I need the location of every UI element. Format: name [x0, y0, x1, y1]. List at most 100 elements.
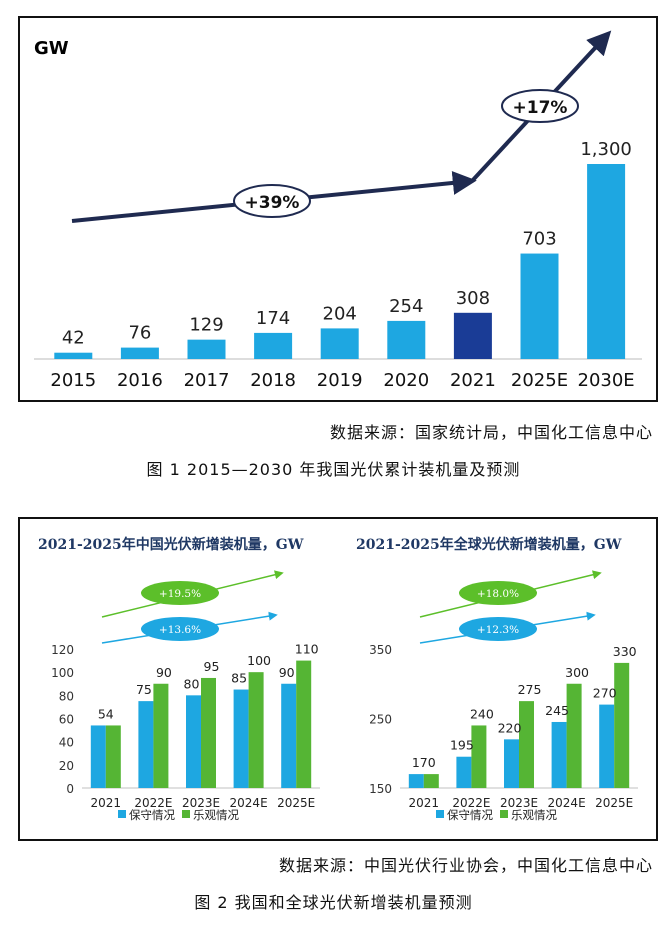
figure-1-caption: 图 1 2015—2030 年我国光伏累计装机量及预测	[146, 460, 521, 479]
tick-label-2018: 2018	[250, 370, 296, 391]
cn-ytick-100: 100	[51, 666, 74, 680]
gl-bar-2021-1	[423, 774, 439, 788]
bar-2015	[54, 352, 93, 359]
bar-2018	[254, 332, 293, 359]
growth-badge-2	[501, 89, 579, 123]
bar-2016	[120, 347, 159, 359]
cn-value-label-0: 54	[98, 706, 114, 721]
gl-bar-2021-0	[408, 774, 424, 788]
tick-label-2016: 2016	[117, 370, 163, 391]
cn-bar-2025E-1	[296, 660, 312, 788]
cn-bar-2021-1	[105, 725, 121, 788]
cn-xtick-2021: 2021	[91, 796, 122, 810]
cn-value-label-2: 90	[156, 665, 172, 680]
gl-value-label-1: 195	[450, 738, 474, 753]
cn-bar-2022E-0	[138, 701, 154, 788]
cn-xtick-2022E: 2022E	[134, 796, 172, 810]
gl-value-label-8: 330	[613, 644, 637, 659]
tick-label-2015: 2015	[50, 370, 96, 391]
cn-value-label-7: 90	[279, 665, 295, 680]
value-label-2021: 308	[456, 288, 490, 309]
gl-value-label-7: 270	[593, 686, 617, 701]
figure-2-charts: 2021-2025年中国光伏新增装机量，GW 0 20 40 60 80 100 120 202…	[18, 517, 658, 841]
gl-value-label-3: 220	[498, 720, 522, 735]
unit-label: GW	[34, 38, 69, 59]
gl-xtick-2024E: 2024E	[548, 796, 586, 810]
tick-label-2020: 2020	[383, 370, 429, 391]
gl-legend-swatch-1	[500, 810, 508, 818]
gl-bar-2022E-0	[456, 756, 472, 788]
gl-bar-2024E-0	[551, 721, 567, 788]
cn-bar-2022E-1	[153, 683, 169, 788]
bar-2021	[453, 312, 492, 359]
cumulative-capacity-chart: GW 42 2015 76 2016 129 2017 174 2018 204 2019 254 20…	[34, 30, 642, 391]
gl-bar-2024E-1	[566, 683, 582, 788]
figure-2-caption: 图 2 我国和全球光伏新增装机量预测	[194, 893, 473, 912]
gl-value-label-4: 275	[518, 682, 542, 697]
value-label-2020: 254	[389, 296, 423, 317]
value-label-2016: 76	[128, 323, 151, 344]
gl-bar-2025E-0	[599, 704, 615, 788]
gl-growth-badge-conservative	[459, 617, 537, 641]
tick-label-2030E: 2030E	[578, 370, 635, 391]
cn-value-label-5: 85	[231, 671, 247, 686]
cn-bar-2023E-0	[186, 695, 201, 788]
cn-bar-2024E-1	[248, 672, 264, 788]
cn-growth-badge-conservative	[141, 617, 219, 641]
growth-label-1: +39%	[245, 193, 300, 213]
cn-bar-2025E-0	[281, 683, 297, 788]
cn-ytick-0: 0	[66, 782, 74, 796]
value-label-2018: 174	[256, 308, 290, 329]
bar-2025E	[520, 253, 559, 359]
cn-value-label-8: 110	[295, 642, 319, 657]
growth-badge-1	[233, 184, 311, 218]
gl-growth-badge-optimistic	[459, 581, 537, 605]
cn-title: 2021-2025年中国光伏新增装机量，GW	[38, 536, 304, 553]
gl-xtick-2022E: 2022E	[452, 796, 490, 810]
china-new-capacity-chart: 2021-2025年中国光伏新增装机量，GW 0 20 40 60 80 100 120 202…	[38, 536, 320, 822]
cn-bar-2023E-1	[201, 677, 216, 788]
cn-ytick-120: 120	[51, 643, 74, 657]
gl-growth-label-optimistic: +18.0%	[477, 588, 519, 600]
gl-bar-2025E-1	[614, 662, 630, 788]
cn-legend-swatch-0	[118, 810, 126, 818]
cn-legend-swatch-1	[182, 810, 190, 818]
cn-ytick-20: 20	[59, 759, 74, 773]
value-label-2030E: 1,300	[580, 139, 632, 160]
gl-growth-label-conservative: +12.3%	[477, 624, 519, 636]
growth-label-2: +17%	[513, 98, 568, 118]
cn-ytick-60: 60	[59, 713, 74, 727]
gl-value-label-2: 240	[470, 706, 494, 721]
cn-value-label-1: 75	[136, 682, 152, 697]
gl-bar-2023E-1	[519, 701, 534, 788]
gl-value-label-6: 300	[565, 665, 589, 680]
cn-growth-label-conservative: +13.6%	[159, 624, 201, 636]
gl-ytick-350: 350	[369, 643, 392, 657]
tick-label-2017: 2017	[184, 370, 230, 391]
value-label-2017: 129	[189, 315, 223, 336]
gl-legend-swatch-0	[436, 810, 444, 818]
tick-label-2021: 2021	[450, 370, 496, 391]
gl-xtick-2023E: 2023E	[500, 796, 538, 810]
figure-1-chart: GW 42 2015 76 2016 129 2017 174 2018 204 2019 254 20…	[18, 16, 658, 402]
bar-2020	[387, 320, 426, 359]
gl-xtick-2021: 2021	[409, 796, 440, 810]
figure-1-source: 数据来源：国家统计局，中国化工信息中心	[329, 423, 653, 442]
gl-value-label-5: 245	[545, 703, 569, 718]
tick-label-2025E: 2025E	[511, 370, 568, 391]
cn-bar-2024E-0	[233, 689, 249, 788]
gl-legend-label-1: 乐观情况	[511, 808, 557, 822]
value-label-2019: 204	[323, 303, 357, 324]
tick-label-2019: 2019	[317, 370, 363, 391]
gl-xtick-2025E: 2025E	[595, 796, 633, 810]
figure-2-source: 数据来源：中国光伏行业协会，中国化工信息中心	[278, 856, 653, 875]
value-label-2025E: 703	[522, 229, 556, 250]
bar-2019	[320, 328, 359, 359]
cn-bar-2021-0	[90, 725, 106, 788]
gl-ytick-150: 150	[369, 782, 392, 796]
cn-xtick-2023E: 2023E	[182, 796, 220, 810]
gl-bar-2023E-0	[504, 739, 519, 788]
cn-xtick-2024E: 2024E	[230, 796, 268, 810]
cn-growth-badge-optimistic	[141, 581, 219, 605]
cn-ytick-40: 40	[59, 736, 74, 750]
